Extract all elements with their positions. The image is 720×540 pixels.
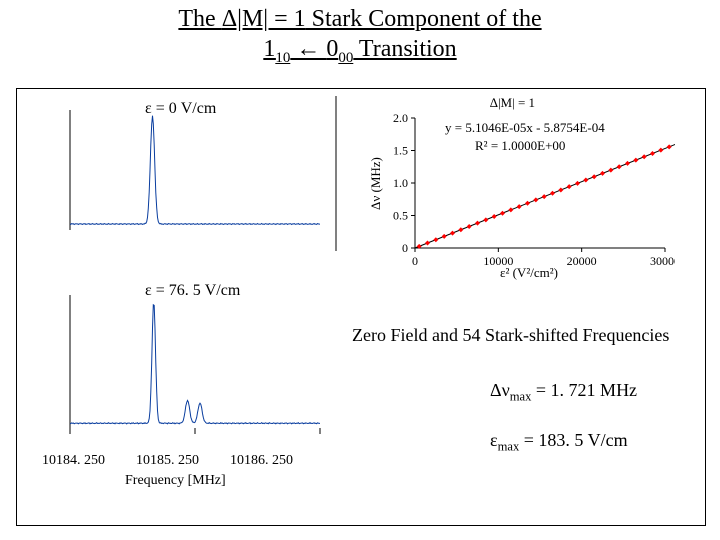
right-ylabel: Δν (MHz) — [368, 157, 384, 210]
svg-text:0: 0 — [412, 254, 418, 268]
title-arrow: ← — [290, 36, 326, 62]
title-post: Stark Component of the — [306, 6, 542, 32]
right-xlabel: ε² (V²/cm²) — [500, 265, 558, 281]
spectrum-top — [50, 105, 330, 250]
ann-zero-field: Zero Field and 54 Stark-shifted Frequenc… — [352, 325, 669, 346]
ann-dnu: Δνmax = 1. 721 MHz — [490, 380, 637, 405]
svg-text:20000: 20000 — [567, 254, 597, 268]
stark-fit-chart: 00.51.01.52.00100002000030000 — [375, 113, 675, 278]
svg-text:0.5: 0.5 — [393, 209, 408, 223]
svg-text:30000: 30000 — [650, 254, 675, 268]
title-line2: 110 ← 000 Transition — [263, 36, 456, 62]
svg-text:1.0: 1.0 — [393, 176, 408, 190]
title-tail: Transition — [353, 36, 456, 62]
svg-text:1.5: 1.5 — [393, 144, 408, 158]
title-sym: Δ|M| = 1 — [222, 6, 306, 32]
spectrum-bottom — [50, 290, 330, 450]
xtick-2: 10186. 250 — [230, 453, 293, 469]
title-pre: The — [178, 6, 221, 32]
title-line1: The Δ|M| = 1 Stark Component of the — [178, 6, 541, 32]
page-root: The Δ|M| = 1 Stark Component of the 110 … — [0, 0, 720, 540]
left-divider — [335, 96, 337, 251]
svg-text:2.0: 2.0 — [393, 113, 408, 125]
title-a-sub: 10 — [275, 50, 290, 66]
xtick-1: 10185. 250 — [136, 453, 199, 469]
xaxis-label: Frequency [MHz] — [125, 473, 226, 489]
title-b: 0 — [326, 36, 338, 62]
ann-eps: εmax = 183. 5 V/cm — [490, 430, 628, 455]
page-title: The Δ|M| = 1 Stark Component of the 110 … — [0, 4, 720, 68]
right-chart-title: ∆|M| = 1 — [490, 95, 535, 111]
title-b-sub: 00 — [338, 50, 353, 66]
xtick-0: 10184. 250 — [42, 453, 105, 469]
title-a: 1 — [263, 36, 275, 62]
svg-text:0: 0 — [402, 241, 408, 255]
